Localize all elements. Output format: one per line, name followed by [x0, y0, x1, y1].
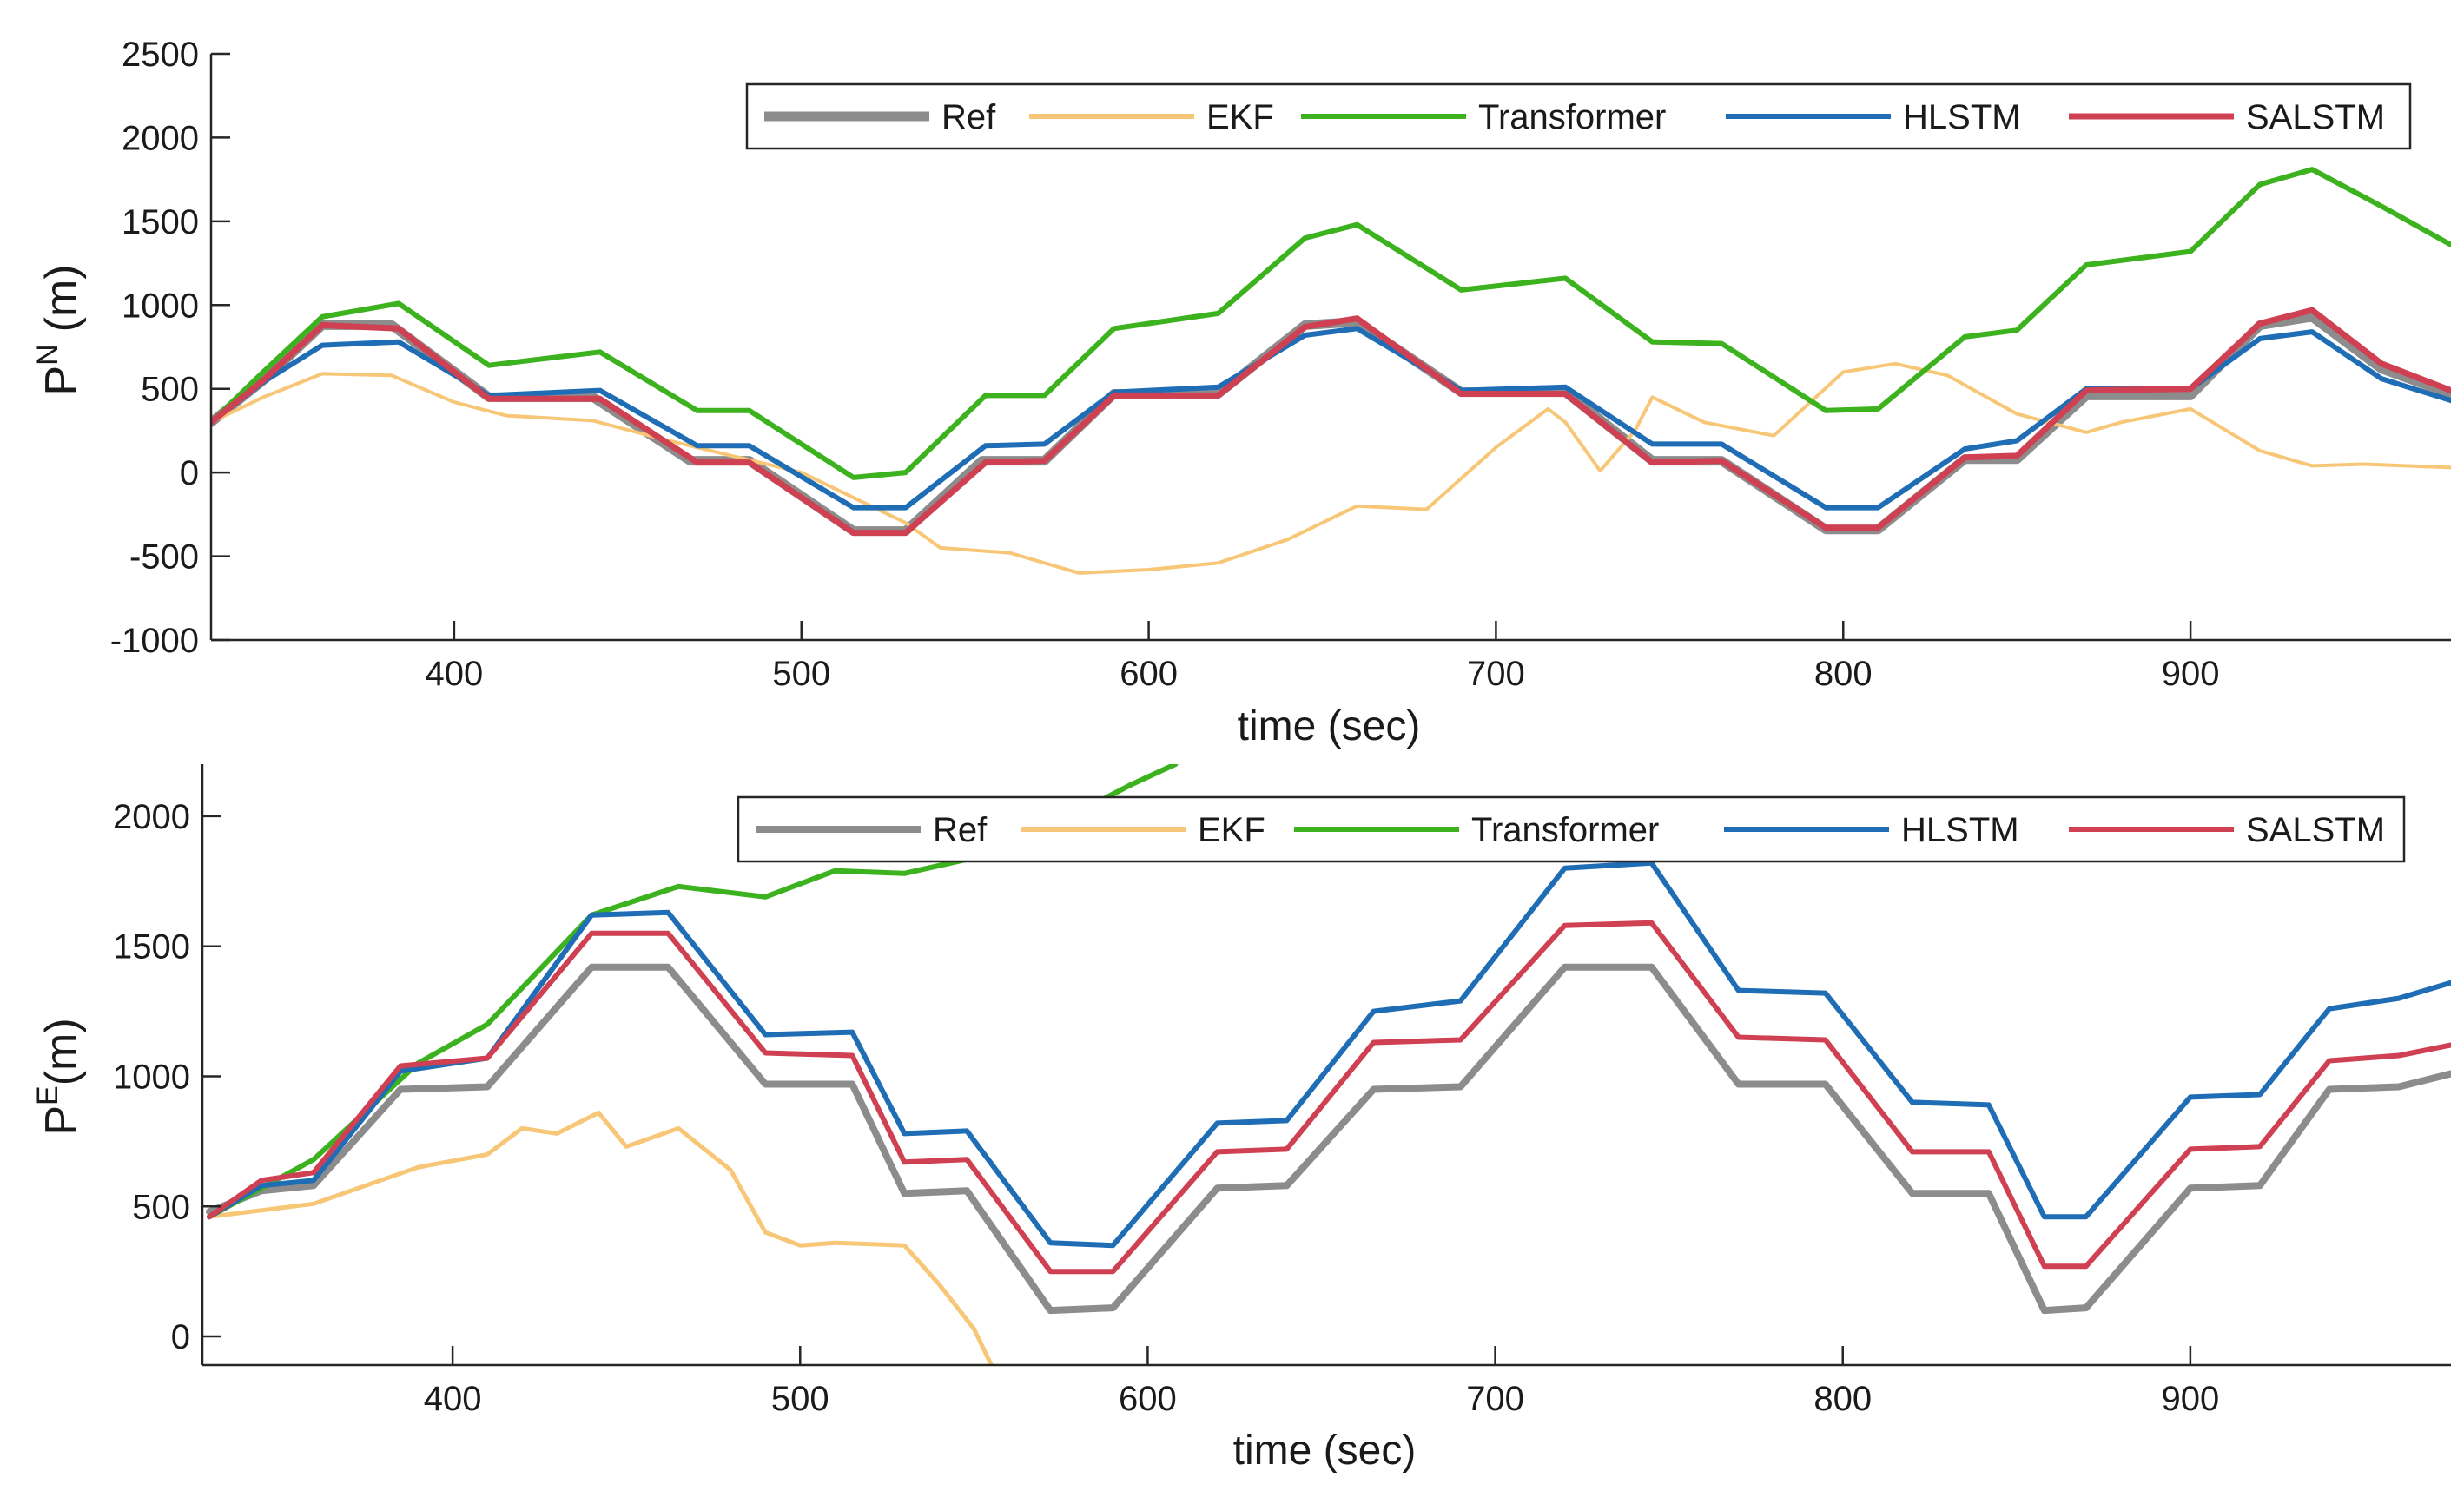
north-legend-label-transformer: Transformer	[1478, 98, 1666, 136]
north-y-tick-label: 2000	[122, 119, 199, 157]
north-x-tick-label: 900	[2162, 655, 2220, 693]
east-y-tick-label: 1000	[113, 1058, 190, 1096]
north-y-axis-unit: (m)	[36, 264, 87, 332]
east-y-tick-label: 0	[171, 1318, 190, 1356]
north-y-tick-label: -1000	[110, 622, 199, 660]
east-x-tick-label: 700	[1466, 1380, 1524, 1418]
east-series-salstm-line	[207, 920, 2451, 1275]
north-y-axis-superscript: N	[31, 344, 64, 366]
east-legend-label-ekf: EKF	[1198, 811, 1265, 849]
east-position-chart: 0 500 1000 1500 2000 400 500 600 700 800 900 Ref EK…	[31, 764, 2451, 1474]
east-legend-label-salstm: SALSTM	[2246, 811, 2385, 849]
east-x-tick-label: 800	[1813, 1380, 1872, 1418]
east-x-tick-label: 900	[2162, 1380, 2220, 1418]
north-x-tick-label: 800	[1814, 655, 1873, 693]
north-y-axis-label: PN (m)	[31, 264, 87, 395]
north-series-transformer-line	[211, 167, 2451, 480]
north-y-tick-label: 2500	[122, 36, 199, 74]
north-x-tick-label: 600	[1120, 655, 1178, 693]
east-y-axis-unit: (m)	[36, 1018, 87, 1085]
east-y-tick-label: 500	[132, 1188, 190, 1226]
north-x-tick-label: 700	[1467, 655, 1525, 693]
east-legend-box	[737, 795, 2406, 863]
north-y-axis-symbol: P	[36, 366, 87, 396]
north-position-chart: -1000 -500 0 500 1000 1500 2000 2500 400 500 600 70…	[31, 36, 2451, 749]
east-legend-label-transformer: Transformer	[1471, 811, 1659, 849]
north-y-tick-label: 0	[180, 454, 199, 492]
east-x-tick-label: 600	[1119, 1380, 1177, 1418]
north-y-tick-label: 1000	[122, 287, 199, 325]
east-legend-label-ref: Ref	[933, 811, 988, 849]
north-series-ekf-line	[211, 361, 2451, 575]
east-y-axis-label: PE(m)	[31, 1018, 87, 1135]
east-series-ekf-line	[207, 1110, 994, 1365]
north-legend-label-hlstm: HLSTM	[1903, 98, 2021, 136]
north-axes: -1000 -500 0 500 1000 1500 2000 2500 400 500 600 70…	[110, 36, 2451, 693]
east-x-axis-label: time (sec)	[1233, 1428, 1417, 1474]
east-y-tick-label: 1500	[113, 928, 190, 967]
east-legend: Ref EKF Transformer HLSTM SALSTM	[737, 795, 2406, 863]
north-x-tick-label: 400	[426, 655, 484, 693]
east-series-ref-line	[206, 963, 2451, 1315]
north-legend: Ref EKF Transformer HLSTM SALSTM	[745, 82, 2412, 150]
east-axes: 0 500 1000 1500 2000 400 500 600 700 800 900	[113, 764, 2451, 1418]
north-y-tick-label: 500	[141, 371, 199, 409]
east-x-tick-label: 400	[424, 1380, 482, 1418]
east-y-tick-label: 2000	[113, 798, 190, 836]
east-y-axis-superscript: E	[31, 1085, 64, 1105]
east-legend-label-hlstm: HLSTM	[1901, 811, 2019, 849]
north-series-group	[211, 167, 2451, 575]
north-y-tick-label: 1500	[122, 203, 199, 241]
north-x-axis-label: time (sec)	[1238, 703, 1421, 749]
north-legend-label-ekf: EKF	[1206, 98, 1274, 136]
north-x-tick-label: 500	[772, 655, 830, 693]
north-series-salstm-line	[211, 307, 2451, 537]
east-x-tick-label: 500	[771, 1380, 829, 1418]
east-y-axis-symbol: P	[36, 1105, 87, 1136]
north-y-tick-label: -500	[129, 538, 199, 577]
east-series-group	[206, 764, 2451, 1365]
north-legend-label-salstm: SALSTM	[2246, 98, 2385, 136]
north-legend-label-ref: Ref	[941, 98, 996, 136]
east-series-hlstm-line	[207, 860, 2451, 1249]
